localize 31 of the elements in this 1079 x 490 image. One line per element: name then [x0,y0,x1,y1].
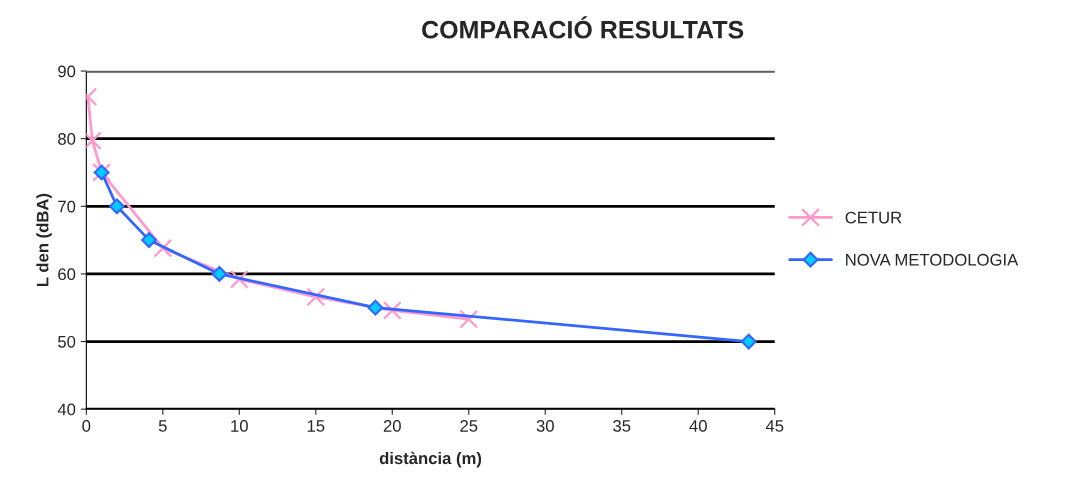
legend-label: CETUR [845,211,902,224]
chart-title: COMPARACIÓ RESULTATS [422,16,744,39]
point [109,198,125,215]
point [367,299,384,316]
x-axis-title: distància (m) [379,451,482,468]
point [306,287,326,307]
point [459,309,479,329]
x-tick-label: 25 [460,420,478,432]
legend-label: NOVA METODOLOGIA [846,253,1019,266]
x-tick-label: 45 [765,420,784,432]
y-axis-title: L den (dBA) [36,193,52,287]
x-tick-label: 10 [231,420,248,432]
y-tick-label: 70 [58,200,76,213]
x-tick-label: 30 [536,420,554,432]
y-tick-label: 80 [58,133,76,145]
x-tick-label: 5 [158,420,167,432]
point [153,238,173,258]
y-tick-label: 60 [58,268,76,281]
x-tick-label: 0 [82,420,91,432]
point [740,333,757,350]
y-tick-label: 50 [58,335,76,348]
x-tick-label: 35 [613,420,631,432]
point [229,269,249,289]
x-tick-label: 20 [383,420,401,432]
point [382,300,402,320]
x-tick-label: 40 [689,420,707,432]
y-tick-label: 90 [58,65,76,78]
y-tick-label: 40 [57,403,76,416]
x-tick-label: 15 [307,420,325,432]
point [211,266,228,282]
point [141,232,157,249]
